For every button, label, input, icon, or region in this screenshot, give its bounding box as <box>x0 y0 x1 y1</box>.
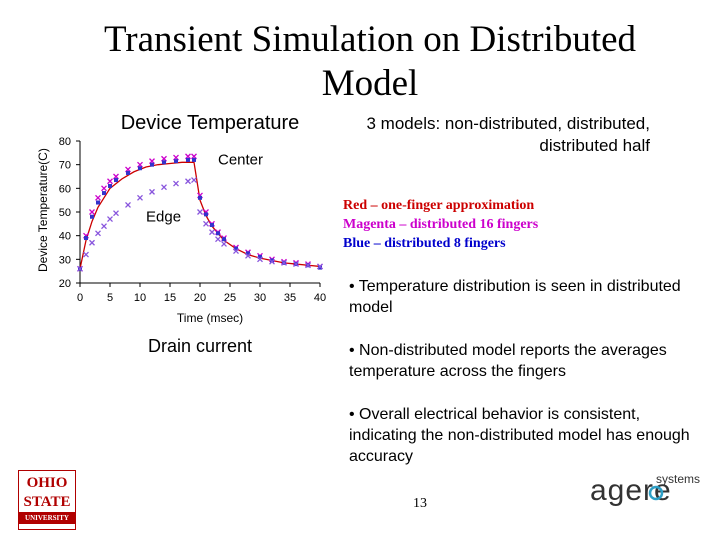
series-point-purple <box>197 209 203 215</box>
y-tick-label: 60 <box>59 183 71 195</box>
series-point-blue <box>270 258 274 263</box>
series-point-blue <box>192 157 196 162</box>
series-point-purple <box>173 180 179 187</box>
series-point-magenta <box>95 194 101 201</box>
series-point-blue <box>210 223 214 228</box>
x-tick-label: 25 <box>224 292 236 304</box>
chart-y-axis-label: Device Temperature(C) <box>36 148 50 272</box>
series-point-purple <box>125 201 131 208</box>
series-point-blue <box>204 212 208 217</box>
series-point-purple <box>233 248 239 255</box>
agere-logo-mark <box>648 485 664 501</box>
series-point-blue <box>216 231 220 236</box>
bullet-list: • Temperature distribution is seen in di… <box>349 276 694 489</box>
series-point-purple <box>95 230 101 237</box>
series-point-purple <box>209 229 215 236</box>
series-point-blue <box>186 157 190 162</box>
series-point-purple <box>149 188 155 195</box>
series-point-purple <box>215 236 221 243</box>
osu-logo-line2: STATE <box>23 494 71 510</box>
y-tick-label: 30 <box>59 254 71 266</box>
series-point-purple <box>305 262 311 269</box>
chart-title: Device Temperature <box>120 112 300 134</box>
y-tick-label: 70 <box>59 160 71 172</box>
series-point-blue <box>102 191 106 196</box>
series-point-purple <box>89 239 95 246</box>
y-tick-label: 50 <box>59 207 71 219</box>
series-point-purple <box>83 251 89 258</box>
series-point-blue <box>84 236 88 241</box>
x-tick-label: 35 <box>284 292 296 304</box>
x-tick-label: 5 <box>107 292 113 304</box>
series-point-magenta <box>101 185 107 192</box>
series-point-purple <box>107 216 113 223</box>
series-point-blue <box>318 265 322 270</box>
y-tick-label: 40 <box>59 231 71 243</box>
series-point-blue <box>96 200 100 205</box>
osu-logo-line3: UNIVERSITY <box>19 512 75 524</box>
series-point-blue <box>150 162 154 167</box>
ohio-state-logo: OHIO STATE UNIVERSITY <box>18 470 76 530</box>
bullet-item: • Non-distributed model reports the aver… <box>349 342 667 380</box>
page-number: 13 <box>413 496 427 511</box>
agere-logo-suffix: systems <box>656 472 701 486</box>
series-point-blue <box>198 195 202 200</box>
chart-annotations: Center Edge <box>146 152 263 226</box>
series-point-magenta <box>107 178 113 185</box>
series-point-blue <box>90 214 94 219</box>
x-tick-label: 40 <box>314 292 326 304</box>
y-tick-label: 80 <box>59 136 71 148</box>
series-point-purple <box>203 220 209 227</box>
series-point-blue <box>114 178 118 183</box>
series-point-purple <box>293 261 299 268</box>
series-point-blue <box>222 237 226 242</box>
series-point-blue <box>174 159 178 164</box>
drain-current-caption: Drain current <box>147 336 253 356</box>
series-point-blue <box>162 160 166 165</box>
chart-series <box>77 153 323 272</box>
series-point-blue <box>126 170 130 175</box>
series-point-purple <box>161 184 167 191</box>
color-legend: Red – one-finger approximation Magenta –… <box>343 196 538 253</box>
chart-x-axis-label: Time (msec) <box>176 311 244 325</box>
series-point-blue <box>138 166 142 171</box>
slide-title: Transient Simulation on Distributed Mode… <box>103 19 637 104</box>
series-point-purple <box>137 194 143 201</box>
models-note: 3 models: non-distributed, distributed, … <box>366 114 651 155</box>
series-point-blue <box>258 254 262 259</box>
x-tick-label: 15 <box>164 292 176 304</box>
series-point-blue <box>108 183 112 188</box>
legend-blue: Blue – distributed 8 fingers <box>343 236 506 251</box>
x-tick-label: 0 <box>77 292 83 304</box>
series-point-purple <box>221 240 227 247</box>
series-point-purple <box>257 256 263 263</box>
chart-annotation: Center <box>218 152 263 169</box>
series-point-purple <box>101 223 107 230</box>
legend-magenta: Magenta – distributed 16 fingers <box>343 217 539 232</box>
series-point-purple <box>191 177 197 184</box>
series-point-blue <box>234 246 238 251</box>
series-point-purple <box>77 265 83 272</box>
agere-logo-name: agere <box>590 474 672 507</box>
x-tick-label: 30 <box>254 292 266 304</box>
agere-systems-logo: agere systems <box>590 472 700 508</box>
osu-logo-line1: OHIO <box>26 475 68 491</box>
legend-red: Red – one-finger approximation <box>343 198 535 213</box>
series-point-purple <box>245 252 251 259</box>
series-point-purple <box>113 210 119 217</box>
series-point-magenta <box>89 209 95 215</box>
series-point-purple <box>281 259 287 266</box>
chart-ticks: 20 30 40 50 60 70 80 0 5 10 15 20 25 30 35 40 <box>59 136 326 304</box>
bullet-item: • Overall electrical behavior is consist… <box>349 406 690 465</box>
x-tick-label: 10 <box>134 292 146 304</box>
series-point-blue <box>246 251 250 256</box>
chart-annotation: Edge <box>146 208 181 225</box>
series-point-purple <box>185 178 191 185</box>
x-tick-label: 20 <box>194 292 206 304</box>
series-point-purple <box>317 263 323 270</box>
y-tick-label: 20 <box>59 278 71 290</box>
series-point-purple <box>269 258 275 265</box>
bullet-item: • Temperature distribution is seen in di… <box>349 278 681 316</box>
